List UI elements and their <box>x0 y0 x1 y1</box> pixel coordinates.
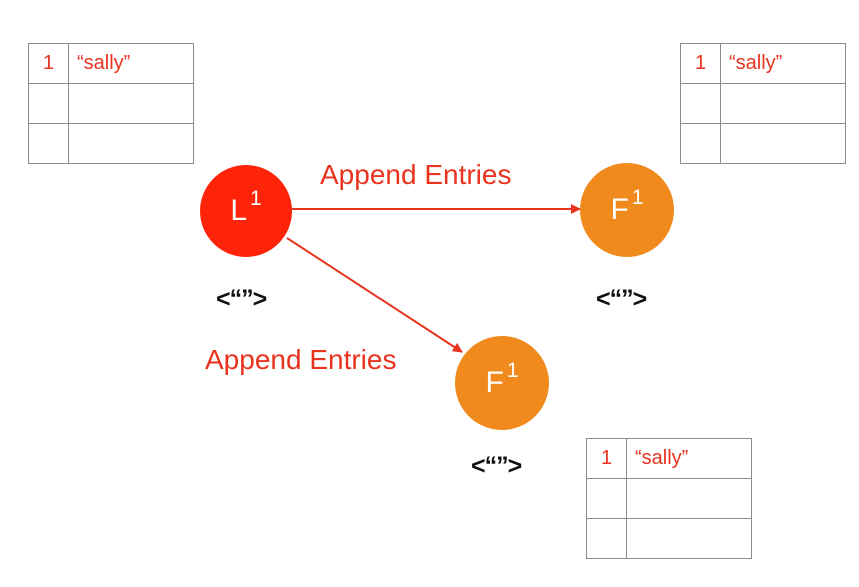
log-command-cell <box>68 123 194 164</box>
log-command-cell: “sally” <box>626 438 752 479</box>
node-letter: L <box>230 194 247 227</box>
log-row <box>586 478 752 519</box>
log-row <box>28 123 194 164</box>
log-row: 1 “sally” <box>680 43 846 84</box>
log-term-cell <box>586 478 627 519</box>
leader-vote-label: <“”> <box>216 285 267 313</box>
log-row: 1 “sally” <box>28 43 194 84</box>
append-entries-label-right: Append Entries <box>320 159 512 190</box>
log-command-cell <box>720 83 846 124</box>
log-command-cell <box>720 123 846 164</box>
log-term-cell: 1 <box>586 438 627 479</box>
log-term-cell <box>680 123 721 164</box>
log-term-cell <box>680 83 721 124</box>
log-row: 1 “sally” <box>586 438 752 479</box>
leader-log-table: 1 “sally” <box>28 43 194 164</box>
log-row <box>680 123 846 164</box>
node-letter: F <box>485 366 504 399</box>
log-term-cell <box>586 518 627 559</box>
follower-bottom-vote-label: <“”> <box>471 452 522 480</box>
arrow-leader-to-follower-bottom <box>286 237 463 353</box>
log-command-cell <box>626 478 752 519</box>
log-command-cell: “sally” <box>68 43 194 84</box>
log-command-cell: “sally” <box>720 43 846 84</box>
log-term-cell <box>28 123 69 164</box>
node-term: 1 <box>250 187 262 210</box>
node-term: 1 <box>631 186 644 209</box>
follower-bottom-log-table: 1 “sally” <box>586 438 752 559</box>
follower-right-vote-label: <“”> <box>596 285 647 313</box>
log-command-cell <box>626 518 752 559</box>
node-term: 1 <box>506 359 519 382</box>
log-row <box>680 83 846 124</box>
log-term-cell: 1 <box>680 43 721 84</box>
append-entries-label-bottom: Append Entries <box>205 344 397 375</box>
log-command-cell <box>68 83 194 124</box>
node-letter: F <box>610 193 629 226</box>
log-term-cell <box>28 83 69 124</box>
log-row <box>586 518 752 559</box>
log-row <box>28 83 194 124</box>
follower-right-log-table: 1 “sally” <box>680 43 846 164</box>
log-term-cell: 1 <box>28 43 69 84</box>
